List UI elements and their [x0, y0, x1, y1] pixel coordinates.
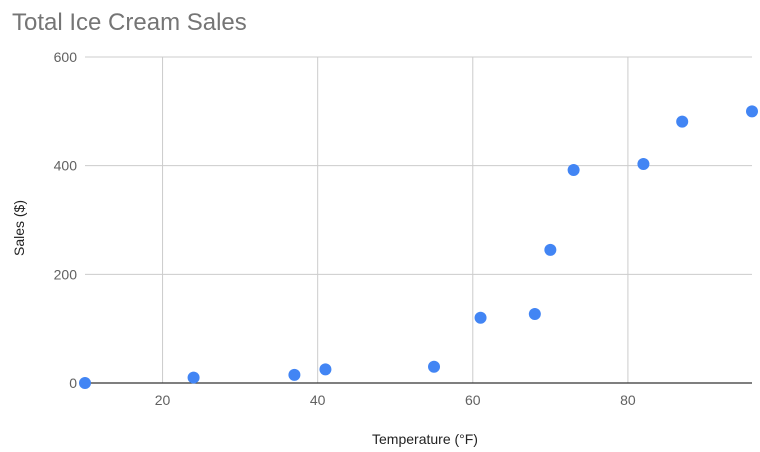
- grid-layer: [85, 56, 752, 383]
- data-point-3: [319, 363, 332, 376]
- chart-title: Total Ice Cream Sales: [12, 9, 247, 36]
- y-tick-label-2: 400: [54, 158, 78, 174]
- x-tick-label-2: 60: [465, 392, 481, 408]
- y-tick-label-3: 600: [54, 49, 78, 65]
- data-point-0: [79, 377, 91, 389]
- data-point-1: [187, 371, 200, 384]
- data-point-8: [567, 164, 580, 177]
- data-point-6: [528, 307, 541, 320]
- data-point-7: [544, 243, 557, 256]
- data-point-9: [637, 158, 650, 171]
- x-tick-label-1: 40: [310, 392, 326, 408]
- y-tick-label-0: 0: [69, 375, 77, 391]
- data-point-11: [746, 105, 758, 118]
- tick-labels: 0 200 400 600 20 40 60 80: [54, 49, 636, 408]
- data-points: [79, 105, 758, 389]
- y-tick-label-1: 200: [54, 266, 78, 282]
- y-axis-label: Sales ($): [11, 200, 27, 256]
- data-point-10: [676, 115, 689, 128]
- data-point-4: [428, 360, 441, 373]
- x-tick-label-0: 20: [155, 392, 171, 408]
- x-axis-label: Temperature (°F): [372, 431, 478, 447]
- x-tick-label-3: 80: [620, 392, 636, 408]
- data-point-5: [474, 311, 487, 324]
- data-point-2: [288, 368, 301, 381]
